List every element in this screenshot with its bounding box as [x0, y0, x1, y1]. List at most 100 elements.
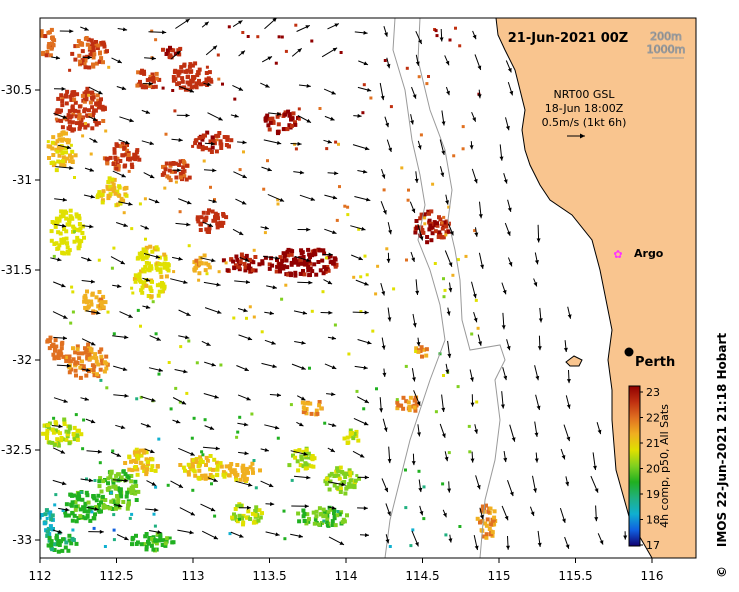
sst-pixel — [185, 391, 189, 395]
sst-pixel — [48, 524, 53, 529]
current-arrow — [448, 223, 454, 236]
sst-pixel — [260, 511, 264, 516]
sst-pixel — [395, 400, 400, 405]
current-arrow — [327, 447, 336, 453]
current-arrow — [320, 310, 333, 315]
sst-pixel — [314, 408, 319, 413]
current-arrow — [509, 424, 516, 442]
sst-pixel — [181, 160, 186, 165]
sst-pixel — [335, 218, 339, 222]
current-arrow — [564, 536, 570, 549]
sst-pixel — [215, 467, 219, 472]
sst-pixel — [92, 496, 97, 501]
sst-pixel — [52, 548, 57, 552]
sst-pixel — [215, 212, 220, 217]
sst-pixel — [96, 493, 101, 498]
sst-pixel — [311, 510, 316, 515]
sst-pixel — [143, 265, 148, 269]
current-arrow — [261, 166, 272, 172]
sst-pixel — [157, 372, 161, 376]
sst-pixel — [334, 140, 338, 144]
sst-pixel — [427, 211, 431, 216]
sst-pixel — [58, 350, 62, 355]
sst-pixel — [203, 418, 207, 422]
sst-pixel — [382, 188, 386, 192]
current-arrow — [170, 50, 181, 60]
sst-pixel — [144, 450, 149, 455]
sst-pixel — [286, 109, 291, 114]
sst-pixel — [213, 215, 217, 220]
sst-pixel — [97, 258, 101, 262]
sst-pixel — [153, 538, 158, 543]
sst-pixel — [152, 512, 156, 516]
sst-pixel — [227, 25, 231, 29]
sst-pixel — [233, 263, 238, 268]
sst-pixel — [260, 261, 265, 266]
sst-pixel — [252, 315, 256, 319]
sst-pixel — [82, 418, 86, 422]
sst-pixel — [215, 138, 219, 142]
sst-pixel — [454, 26, 457, 30]
current-arrow — [171, 256, 183, 261]
current-arrow — [475, 475, 481, 490]
sst-pixel — [100, 106, 105, 111]
current-arrow — [410, 251, 415, 263]
sst-pixel — [49, 517, 54, 522]
current-arrow — [80, 26, 89, 31]
sst-pixel — [144, 547, 149, 552]
sst-pixel-layer — [40, 23, 498, 554]
sst-pixel — [51, 430, 56, 435]
sst-pixel — [299, 261, 304, 266]
current-arrow — [506, 535, 510, 550]
sst-pixel — [56, 96, 61, 101]
sst-pixel — [77, 240, 82, 245]
sst-pixel — [93, 512, 97, 517]
current-arrow — [260, 480, 274, 488]
sst-pixel — [77, 126, 82, 131]
sst-pixel — [289, 117, 293, 122]
sst-pixel — [243, 268, 248, 273]
sst-pixel — [281, 266, 286, 271]
sst-pixel — [127, 455, 132, 460]
sst-pixel — [194, 258, 199, 263]
current-arrow — [268, 111, 282, 116]
sst-pixel — [355, 389, 359, 393]
sst-pixel — [247, 258, 252, 262]
x-tick-label: 116 — [641, 569, 664, 583]
sst-pixel — [179, 65, 184, 70]
sst-pixel — [200, 144, 205, 149]
sst-pixel — [301, 269, 305, 273]
sst-pixel — [221, 472, 226, 477]
sst-pixel — [443, 222, 448, 227]
sst-pixel — [52, 346, 57, 351]
sst-pixel — [73, 361, 78, 366]
sst-pixel — [464, 254, 468, 258]
sst-pixel — [289, 252, 294, 257]
sst-pixel — [50, 140, 55, 145]
sst-pixel — [59, 436, 64, 440]
sst-pixel — [72, 434, 77, 439]
plot-frame — [39, 17, 697, 559]
sst-pixel — [208, 77, 213, 82]
sst-pixel — [67, 217, 71, 222]
sst-pixel — [69, 155, 74, 160]
sst-pixel — [155, 247, 160, 252]
y-tick-label: -31 — [12, 173, 32, 187]
sst-pixel — [64, 502, 69, 507]
sst-pixel — [43, 34, 48, 39]
sst-pixel — [335, 466, 340, 471]
sst-pixel — [218, 220, 223, 225]
date-label: 21-Jun-2021 00Z — [508, 31, 628, 46]
current-arrow — [237, 140, 247, 145]
sst-pixel — [130, 468, 135, 473]
current-arrow — [237, 308, 248, 313]
sst-pixel — [346, 440, 351, 445]
sst-pixel — [320, 258, 325, 263]
sst-pixel — [158, 534, 163, 539]
current-arrow — [381, 168, 386, 179]
sst-pixel — [65, 156, 70, 161]
sst-pixel — [137, 157, 142, 162]
sst-pixel — [216, 133, 221, 138]
sst-pixel — [64, 241, 69, 246]
